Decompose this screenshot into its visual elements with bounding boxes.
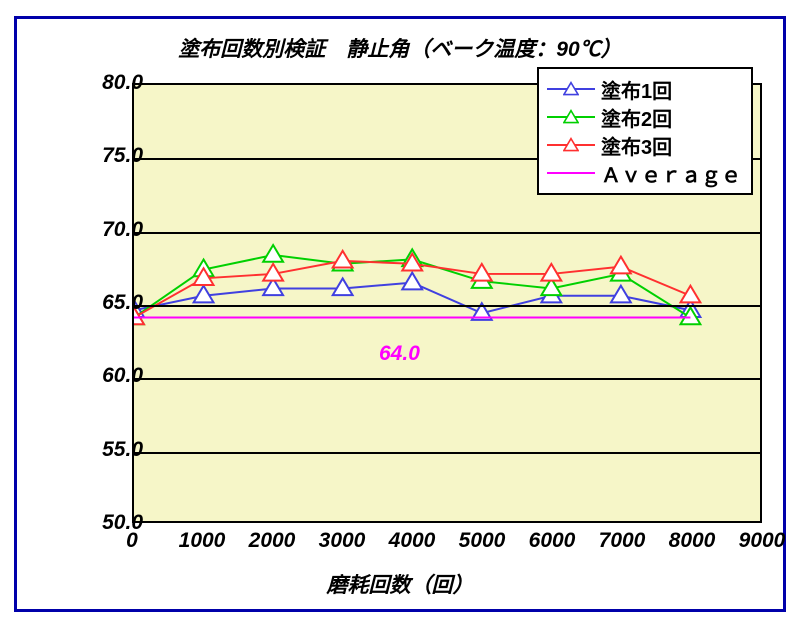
series-marker bbox=[263, 264, 283, 281]
x-tick-label: 8000 bbox=[657, 529, 727, 553]
series-marker bbox=[194, 286, 214, 303]
legend-item: 塗布3回 bbox=[547, 131, 741, 159]
legend-swatch bbox=[547, 79, 595, 99]
y-tick-label: 75.0 bbox=[83, 144, 143, 168]
triangle-icon bbox=[563, 109, 579, 125]
x-tick-label: 3000 bbox=[307, 529, 377, 553]
series-marker bbox=[402, 254, 422, 271]
gridline-h bbox=[134, 378, 760, 380]
x-tick-label: 4000 bbox=[377, 529, 447, 553]
series-marker bbox=[402, 249, 422, 266]
gridline-h bbox=[134, 232, 760, 234]
series-marker bbox=[333, 251, 353, 268]
y-tick-label: 55.0 bbox=[83, 438, 143, 462]
chart-title: 塗布回数別検証 静止角（ベーク温度：90℃） bbox=[17, 33, 783, 63]
x-tick-label: 9000 bbox=[727, 529, 797, 553]
legend-swatch bbox=[547, 135, 595, 155]
triangle-icon bbox=[563, 81, 579, 97]
series-marker bbox=[541, 286, 561, 303]
series-marker bbox=[541, 278, 561, 295]
series-marker bbox=[402, 273, 422, 290]
legend-label: 塗布2回 bbox=[601, 103, 672, 132]
y-tick-label: 80.0 bbox=[83, 71, 143, 95]
x-tick-label: 5000 bbox=[447, 529, 517, 553]
series-marker bbox=[681, 300, 701, 317]
x-tick-label: 7000 bbox=[587, 529, 657, 553]
y-tick-label: 60.0 bbox=[83, 364, 143, 388]
legend-swatch bbox=[547, 107, 595, 127]
x-tick-label: 2000 bbox=[237, 529, 307, 553]
series-line bbox=[134, 261, 690, 318]
series-marker bbox=[541, 264, 561, 281]
y-tick-label: 65.0 bbox=[83, 291, 143, 315]
series-line bbox=[134, 283, 690, 314]
legend-label: 塗布1回 bbox=[601, 75, 672, 104]
triangle-icon bbox=[563, 137, 579, 153]
legend-item: 塗布2回 bbox=[547, 103, 741, 131]
legend-item: Ａｖｅｒａｇｅ bbox=[547, 159, 741, 187]
series-marker bbox=[263, 245, 283, 262]
x-tick-label: 0 bbox=[97, 529, 167, 553]
legend: 塗布1回塗布2回塗布3回Ａｖｅｒａｇｅ bbox=[537, 67, 753, 195]
x-tick-label: 6000 bbox=[517, 529, 587, 553]
series-marker bbox=[333, 278, 353, 295]
gridline-h bbox=[134, 452, 760, 454]
series-marker bbox=[681, 308, 701, 325]
series-marker bbox=[472, 264, 492, 281]
series-marker bbox=[263, 278, 283, 295]
legend-label: 塗布3回 bbox=[601, 131, 672, 160]
x-tick-label: 1000 bbox=[167, 529, 237, 553]
series-marker bbox=[681, 286, 701, 303]
legend-swatch bbox=[547, 163, 595, 183]
legend-label: Ａｖｅｒａｇｅ bbox=[601, 159, 741, 188]
series-marker bbox=[194, 268, 214, 285]
series-marker bbox=[194, 260, 214, 277]
series-marker bbox=[611, 286, 631, 303]
average-annotation: 64.0 bbox=[379, 342, 420, 366]
gridline-h bbox=[134, 305, 760, 307]
chart-frame: 塗布回数別検証 静止角（ベーク温度：90℃） ノルマルヘキサデカン静止接触角 磨… bbox=[14, 16, 786, 612]
series-marker bbox=[333, 254, 353, 271]
series-marker bbox=[611, 257, 631, 274]
series-line bbox=[134, 255, 690, 317]
series-marker bbox=[611, 264, 631, 281]
series-marker bbox=[472, 271, 492, 288]
legend-item: 塗布1回 bbox=[547, 75, 741, 103]
x-axis-label: 磨耗回数（回） bbox=[17, 569, 783, 599]
y-tick-label: 70.0 bbox=[83, 218, 143, 242]
